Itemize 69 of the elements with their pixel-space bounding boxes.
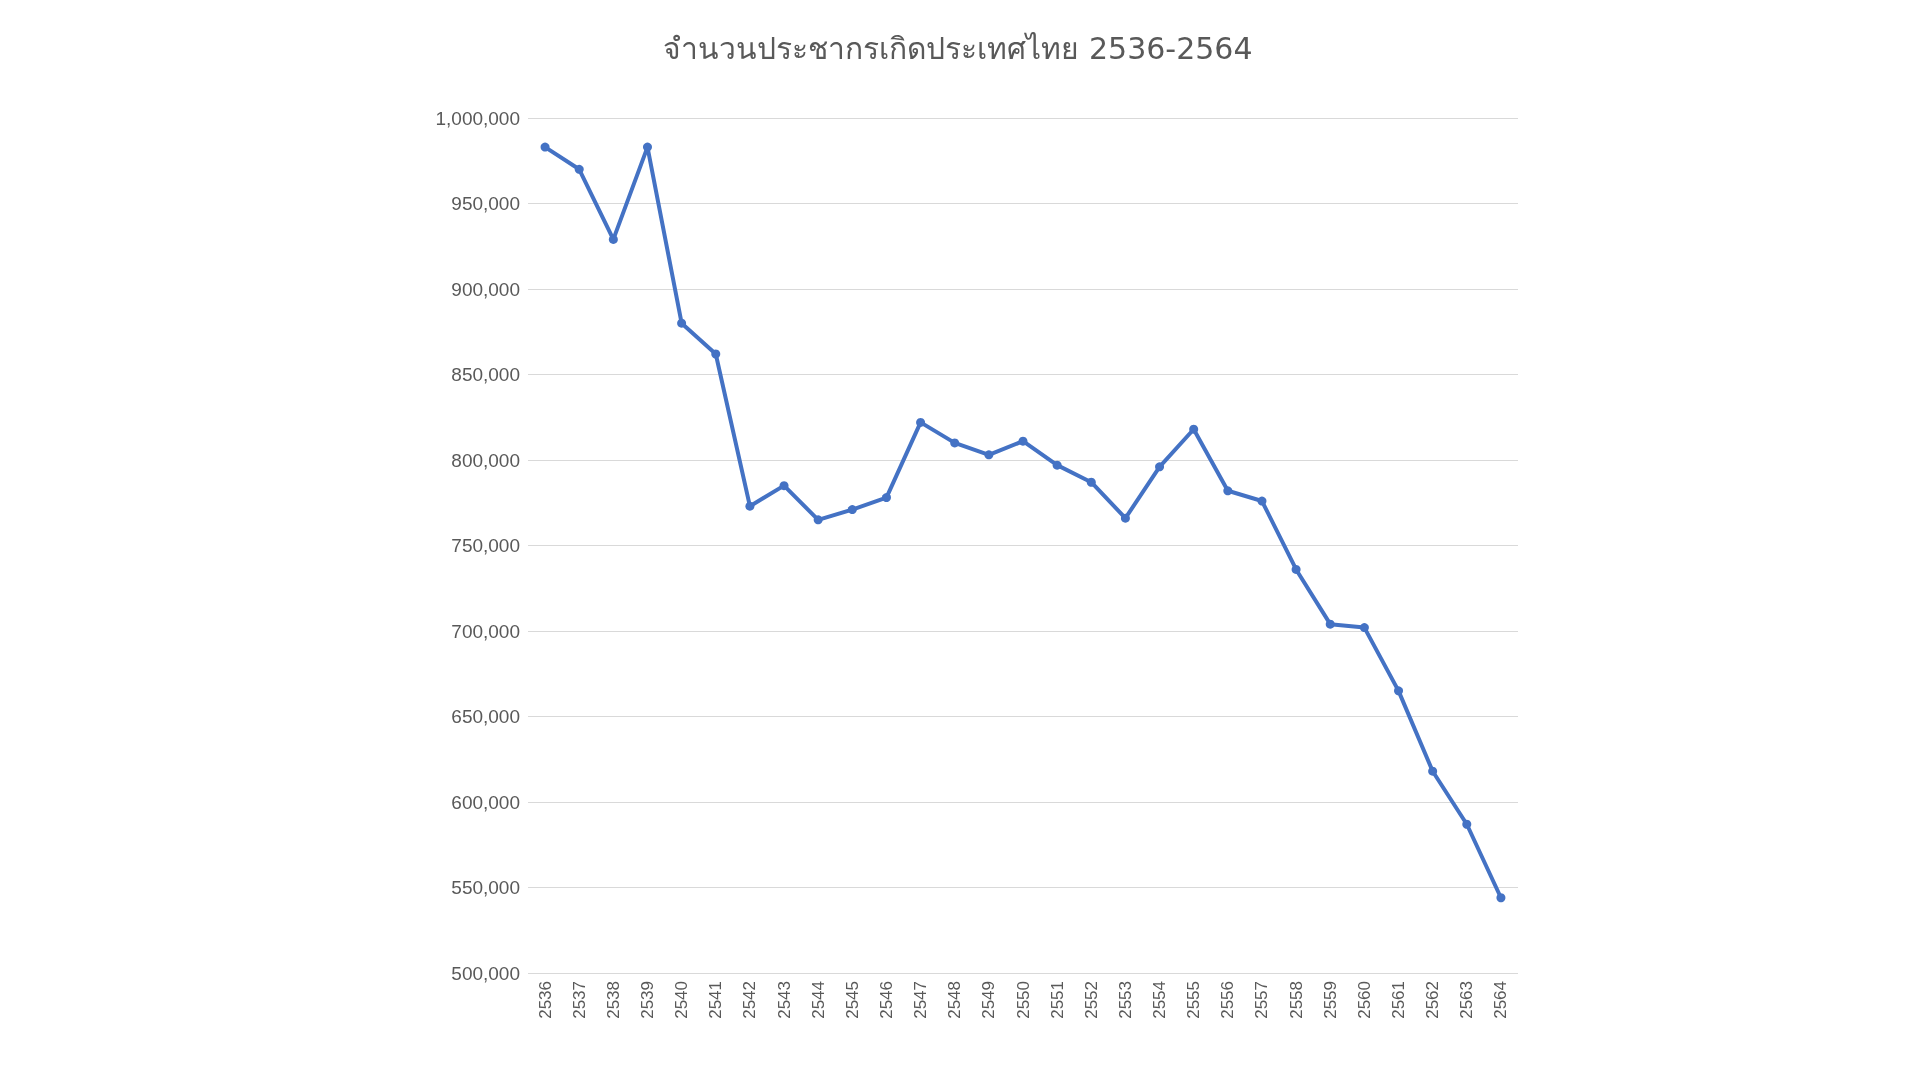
point [1359, 623, 1369, 633]
x-tick-label: 2551 [1047, 981, 1067, 1019]
x-tick-label: 2541 [706, 981, 726, 1019]
x-tick-label: 2536 [535, 981, 555, 1019]
point [1086, 477, 1096, 487]
x-tick-label: 2563 [1457, 981, 1477, 1019]
point [1394, 686, 1404, 696]
x-tick-label: 2559 [1320, 981, 1340, 1019]
point [1257, 496, 1267, 506]
y-tick-label: 950,000 [451, 193, 520, 214]
point [1428, 766, 1438, 776]
y-tick-label: 600,000 [451, 791, 520, 813]
point [847, 505, 857, 515]
point [813, 515, 823, 525]
x-tick-label: 2550 [1013, 981, 1033, 1019]
x-tick-label: 2556 [1218, 981, 1238, 1019]
point [916, 417, 926, 427]
x-tick-label: 2547 [911, 981, 931, 1019]
y-tick-label: 700,000 [451, 620, 520, 642]
point [1462, 819, 1472, 829]
y-tick-label: 550,000 [451, 877, 520, 898]
y-tick-label: 500,000 [451, 962, 520, 984]
x-tick-label: 2558 [1286, 981, 1306, 1019]
chart-title: จำนวนประชากรเกิดประเทศไทย 2536-2564 [663, 30, 1253, 66]
y-tick-label: 1,000,000 [435, 107, 520, 129]
point [779, 481, 789, 491]
y-tick-label: 900,000 [451, 278, 520, 300]
point [642, 142, 652, 152]
point [881, 493, 891, 503]
x-tick-label: 2549 [979, 981, 999, 1019]
x-tick-label: 2561 [1389, 981, 1409, 1019]
point [677, 318, 687, 328]
x-tick-label: 2540 [672, 981, 692, 1019]
y-tick-label: 800,000 [451, 449, 520, 471]
x-tick-label: 2548 [945, 981, 965, 1019]
point [1052, 460, 1062, 470]
point [711, 349, 721, 359]
y-tick-label: 650,000 [451, 706, 520, 727]
x-tick-label: 2553 [1115, 981, 1135, 1019]
point [1496, 893, 1506, 903]
point [1120, 513, 1130, 523]
point [540, 142, 550, 152]
point [950, 438, 960, 448]
point [984, 450, 994, 460]
point [1155, 462, 1165, 472]
point [1291, 564, 1301, 574]
x-tick-label: 2546 [876, 981, 896, 1019]
x-tick-label: 2543 [774, 981, 794, 1019]
point [1018, 436, 1028, 446]
y-tick-label: 850,000 [451, 364, 520, 385]
x-tick-label: 2544 [808, 981, 828, 1019]
x-tick-label: 2554 [1150, 981, 1170, 1019]
x-tick-label: 2545 [842, 981, 862, 1019]
point [574, 164, 584, 174]
x-tick-label: 2564 [1491, 981, 1511, 1019]
point [745, 501, 755, 511]
x-tick-label: 2538 [603, 981, 623, 1019]
x-tick-label: 2552 [1081, 981, 1101, 1019]
point [1189, 424, 1199, 434]
x-tick-label: 2557 [1252, 981, 1272, 1019]
x-tick-label: 2555 [1184, 981, 1204, 1019]
x-tick-label: 2537 [569, 981, 589, 1019]
x-tick-label: 2562 [1423, 981, 1443, 1019]
x-tick-label: 2542 [740, 981, 760, 1019]
y-tick-label: 750,000 [451, 535, 520, 556]
point [1325, 619, 1335, 629]
x-tick-label: 2539 [637, 981, 657, 1019]
x-tick-label: 2560 [1354, 981, 1374, 1019]
point [1223, 486, 1233, 496]
